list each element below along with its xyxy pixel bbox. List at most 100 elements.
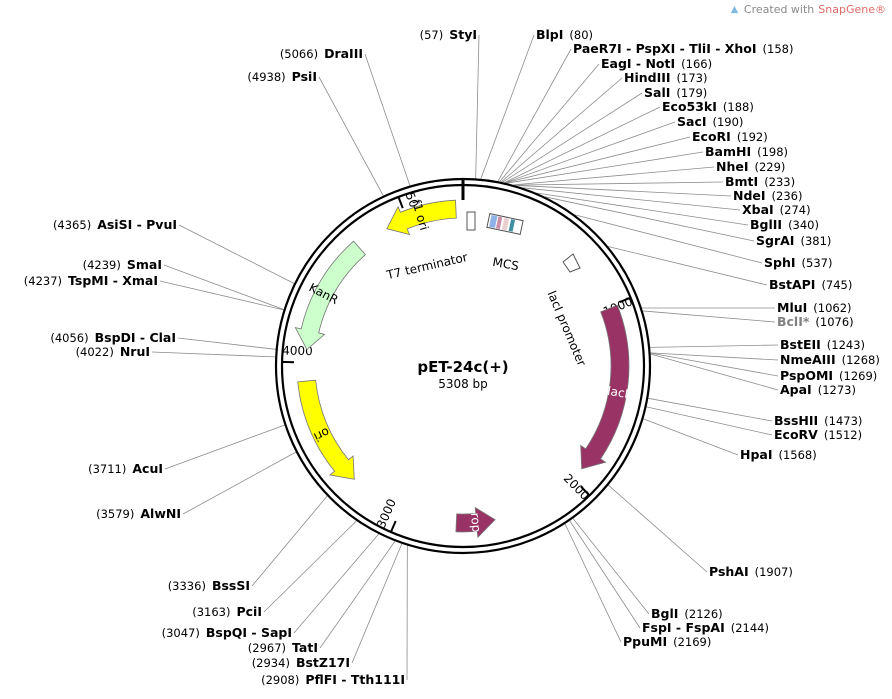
site-leader-line (504, 121, 676, 184)
site-name: SacI (677, 114, 707, 129)
site-name: BlpI (536, 27, 563, 42)
site-label: SphI (537) (764, 255, 832, 270)
site-position: (1273) (818, 383, 856, 397)
site-name: PsiI (292, 69, 317, 84)
site-name: BstZ17I (296, 655, 350, 670)
feature-arrow-laci (580, 304, 630, 470)
feature-arrow-kanr (294, 240, 366, 351)
site-leader-line (263, 520, 357, 613)
site-leader-line (572, 518, 650, 615)
site-position: (192) (737, 130, 768, 144)
site-position: (4056) (50, 331, 88, 345)
site-label: (57) StyI (420, 27, 477, 42)
site-position: (3579) (96, 507, 134, 521)
site-leader-line (643, 418, 739, 456)
site-leader-line (646, 406, 773, 436)
site-position: (2934) (252, 656, 290, 670)
site-name: StyI (449, 27, 477, 42)
site-leader-line (151, 351, 276, 358)
site-name: AlwNI (140, 506, 181, 521)
site-label: PaeR7I - PspXI - TliI - XhoI (158) (573, 41, 793, 56)
site-name: NruI (120, 344, 150, 359)
site-position: (745) (821, 278, 852, 292)
site-label: BssHII (1473) (774, 413, 862, 428)
site-position: (274) (780, 203, 811, 217)
site-name: EcoRI (692, 129, 731, 144)
site-label: (4056) BspDI - ClaI (50, 330, 176, 345)
site-leader-line (506, 151, 704, 184)
laci-promoter-label: lacI promoter (545, 289, 589, 368)
site-label: ApaI (1273) (780, 382, 856, 397)
site-name: EcoRV (774, 427, 818, 442)
site-position: (1512) (824, 428, 862, 442)
site-leader-line (351, 543, 403, 664)
site-position: (5066) (280, 47, 318, 61)
site-leader-line (364, 53, 411, 186)
site-label: EagI - NotI (166) (601, 56, 712, 71)
site-label: (3579) AlwNI (96, 506, 181, 521)
site-label: (3336) BssSI (168, 578, 250, 593)
site-position: (179) (676, 86, 707, 100)
site-name: FspI - FspAI (642, 620, 725, 635)
site-position: (158) (763, 42, 794, 56)
site-label: BglI (2126) (651, 606, 723, 621)
site-label: HpaI (1568) (740, 447, 817, 462)
site-leader-line (504, 106, 661, 183)
site-label: NheI (229) (716, 159, 785, 174)
site-leader-line (182, 451, 297, 515)
site-label: SalI (179) (644, 85, 707, 100)
site-leader-line (164, 424, 285, 470)
site-name: SalI (644, 85, 670, 100)
site-leader-line (480, 34, 535, 179)
site-leader-line (536, 192, 749, 226)
site-position: (236) (772, 189, 803, 203)
feature-arrow-ori (297, 379, 355, 480)
site-position: (1243) (827, 338, 865, 352)
site-label: BstEII (1243) (780, 337, 865, 352)
site-position: (537) (802, 256, 833, 270)
feature-label: rop (468, 512, 484, 533)
snapgene-watermark: Created with SnapGene® (729, 3, 886, 16)
site-label: BlpI (80) (536, 27, 593, 42)
site-name: PshAI (709, 564, 749, 579)
site-name: TspMI - XmaI (68, 273, 158, 288)
feature-arrow-f1-ori (386, 199, 457, 236)
site-leader-line (499, 63, 600, 182)
site-name: MluI (777, 300, 807, 315)
small-features (466, 211, 581, 273)
site-label: (4239) SmaI (83, 257, 162, 272)
site-name: BmtI (725, 174, 758, 189)
site-position: (198) (757, 145, 788, 159)
site-label: MluI (1062) (777, 300, 852, 315)
site-position: (1473) (824, 414, 862, 428)
feature-label: ori (312, 425, 332, 444)
plasmid-backbone (274, 177, 652, 555)
tick-mark (580, 486, 591, 497)
site-label: (3163) PciI (192, 604, 262, 619)
site-position: (80) (569, 28, 593, 42)
site-label: (2908) PflFI - Tth111I (261, 672, 405, 687)
mcs-box (486, 213, 524, 235)
site-label: FspI - FspAI (2144) (642, 620, 769, 635)
site-position: (233) (764, 175, 795, 189)
site-leader-line (177, 337, 276, 350)
watermark-brand: SnapGene® (818, 3, 886, 16)
site-position: (1076) (815, 315, 853, 329)
site-name: PpuMI (623, 634, 667, 649)
site-label: BstAPI (745) (769, 277, 852, 292)
site-name: BamHI (705, 144, 751, 159)
site-position: (3711) (88, 462, 126, 476)
watermark-prefix: Created with (743, 3, 815, 16)
tick-label: 3000 (374, 497, 399, 531)
site-label: BmtI (233) (725, 174, 795, 189)
tick-mark (619, 296, 631, 304)
site-position: (3047) (162, 626, 200, 640)
site-name: BglII (750, 217, 782, 232)
site-name: Eco53kI (662, 99, 717, 114)
site-name: TatI (292, 640, 318, 655)
site-position: (1062) (813, 301, 851, 315)
plasmid-center-label: pET-24c(+) 5308 bp (417, 358, 508, 391)
site-name: ApaI (780, 382, 812, 397)
plasmid-size: 5308 bp (438, 377, 488, 391)
site-leader-line (319, 541, 396, 649)
